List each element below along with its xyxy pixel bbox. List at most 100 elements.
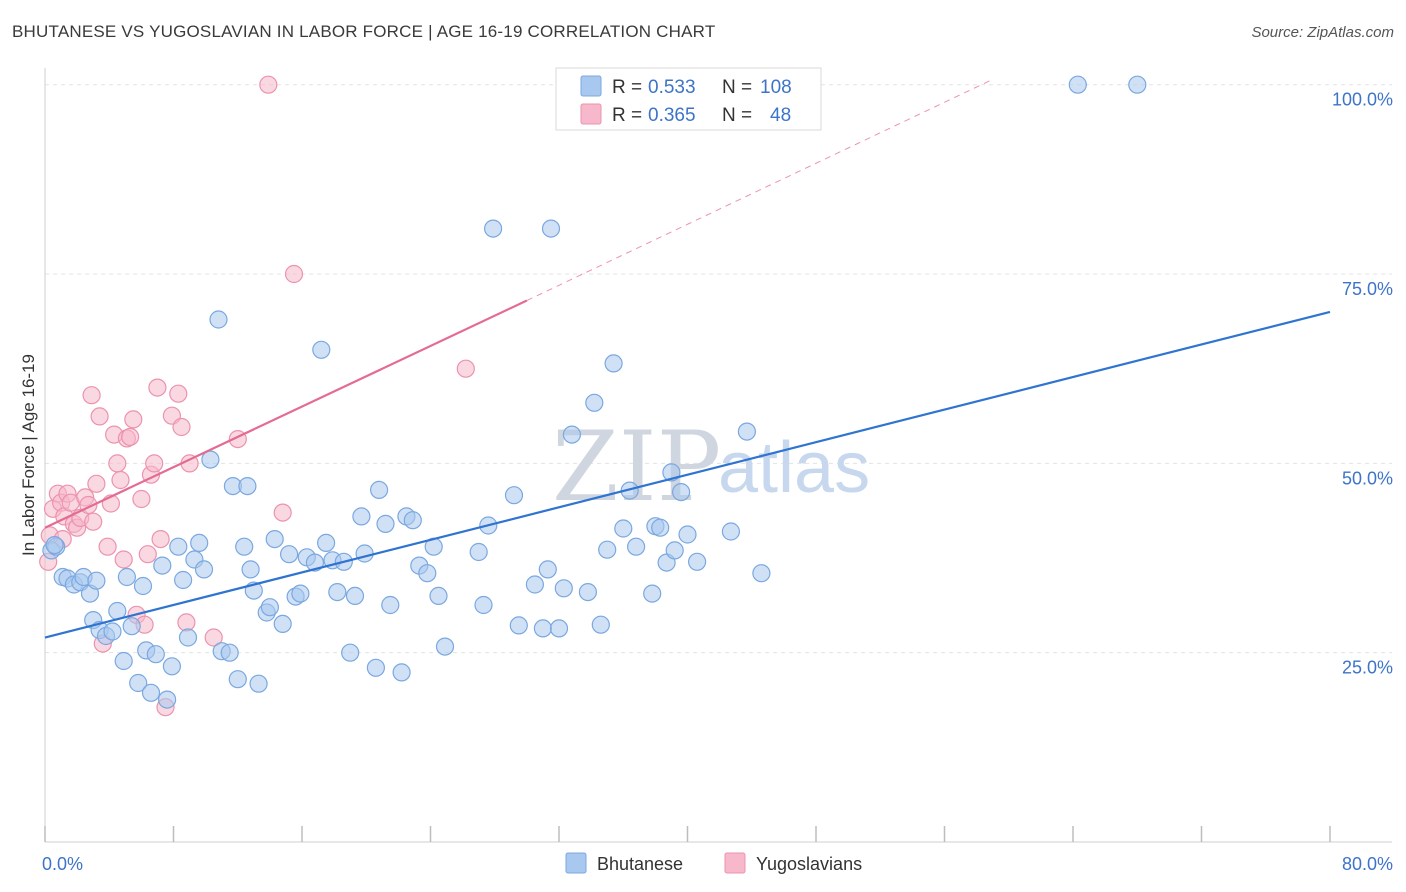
- point-bhutanese-43: [273, 614, 292, 634]
- watermark-atlas: atlas: [718, 428, 870, 508]
- point-bhutanese-96: [665, 541, 684, 560]
- point-yugoslavians-21: [114, 550, 133, 569]
- tick-labels: 25.0% 50.0% 75.0% 100.0% 0.0% 80.0%: [42, 90, 1393, 874]
- point-bhutanese-35: [228, 670, 247, 689]
- point-bhutanese-57: [355, 544, 374, 563]
- point-bhutanese-79: [541, 219, 561, 238]
- point-bhutanese-81: [554, 579, 573, 598]
- point-bhutanese-14: [117, 567, 137, 587]
- point-yugoslavians-37: [177, 613, 196, 632]
- point-bhutanese-58: [366, 658, 385, 677]
- point-bhutanese-73: [484, 219, 503, 238]
- point-bhutanese-49: [312, 340, 331, 359]
- point-bhutanese-17: [133, 576, 153, 596]
- point-bhutanese-42: [265, 529, 284, 549]
- point-bhutanese-82: [562, 425, 582, 444]
- point-yugoslavians-31: [148, 378, 167, 397]
- point-bhutanese-59: [370, 480, 389, 499]
- trendline-yugoslavians: [44, 299, 528, 529]
- point-bhutanese-15: [122, 617, 141, 636]
- point-bhutanese-99: [687, 552, 707, 571]
- trendline-yugoslavians-extension: [526, 80, 990, 301]
- point-bhutanese-29: [194, 560, 214, 579]
- point-bhutanese-24: [169, 537, 188, 556]
- x-tick-label-0: 0.0%: [42, 854, 83, 874]
- legend-n-value-yugoslavians: 48: [770, 105, 791, 126]
- point-bhutanese-28: [190, 533, 209, 553]
- point-yugoslavians-43: [259, 75, 278, 94]
- point-bhutanese-69: [435, 637, 455, 656]
- y-tick-label-25: 25.0%: [1342, 658, 1393, 678]
- axis-layer: [44, 68, 1392, 843]
- point-bhutanese-56: [352, 507, 371, 526]
- legend-swatch-bhutanese: [580, 75, 602, 97]
- point-bhutanese-80: [549, 619, 569, 638]
- point-bhutanese-93: [651, 518, 670, 537]
- legend-n-value-bhutanese: 108: [760, 77, 792, 98]
- point-bhutanese-54: [341, 643, 360, 662]
- chart-title: BHUTANESE VS YUGOSLAVIAN IN LABOR FORCE …: [12, 22, 716, 41]
- point-bhutanese-55: [345, 586, 365, 606]
- watermark-zip: ZIP: [552, 411, 721, 523]
- point-bhutanese-20: [146, 645, 165, 664]
- point-yugoslavians-14: [90, 407, 109, 426]
- point-bhutanese-23: [162, 657, 181, 676]
- point-bhutanese-87: [604, 354, 623, 373]
- y-tick-label-75: 75.0%: [1342, 279, 1393, 299]
- point-bhutanese-100: [721, 522, 741, 541]
- point-yugoslavians-45: [82, 386, 101, 405]
- point-bhutanese-102: [752, 564, 771, 583]
- legend-r-value-yugoslavians: 0.365: [648, 105, 696, 126]
- series-label-yugoslavians: Yugoslavians: [756, 854, 862, 874]
- source-credit: Source: ZipAtlas.com: [1251, 24, 1394, 41]
- point-bhutanese-91: [643, 584, 662, 603]
- x-tick-label-80: 80.0%: [1342, 854, 1393, 874]
- trend-layer: [44, 80, 1331, 639]
- point-bhutanese-11: [103, 622, 122, 641]
- point-bhutanese-61: [381, 595, 400, 615]
- point-yugoslavians-32: [151, 529, 170, 549]
- point-bhutanese-25: [174, 570, 193, 590]
- point-yugoslavians-35: [169, 384, 188, 403]
- point-bhutanese-104: [1128, 75, 1147, 94]
- point-bhutanese-26: [178, 628, 198, 647]
- legend-n-label-bhutanese: N =: [722, 77, 752, 98]
- point-yugoslavians-44: [456, 359, 475, 378]
- point-bhutanese-71: [474, 595, 493, 615]
- point-yugoslavians-19: [108, 454, 127, 473]
- point-bhutanese-62: [392, 663, 411, 682]
- point-bhutanese-85: [591, 615, 610, 634]
- point-bhutanese-19: [141, 683, 161, 702]
- point-yugoslavians-26: [132, 489, 151, 509]
- point-bhutanese-76: [525, 575, 545, 594]
- point-yugoslavians-13: [87, 474, 106, 493]
- point-bhutanese-48: [305, 553, 324, 572]
- point-bhutanese-84: [585, 393, 604, 412]
- point-bhutanese-64: [403, 511, 422, 530]
- point-yugoslavians-24: [124, 410, 143, 429]
- point-bhutanese-74: [504, 486, 524, 505]
- y-axis-label: In Labor Force | Age 16-19: [19, 354, 38, 556]
- point-bhutanese-33: [220, 643, 239, 662]
- point-bhutanese-77: [533, 619, 553, 638]
- point-bhutanese-66: [418, 564, 437, 583]
- y-tick-label-50: 50.0%: [1342, 468, 1393, 488]
- point-bhutanese-22: [158, 690, 177, 709]
- point-yugoslavians-16: [98, 537, 117, 556]
- point-bhutanese-88: [614, 519, 633, 538]
- point-yugoslavians-41: [273, 503, 292, 522]
- point-bhutanese-44: [280, 545, 299, 564]
- point-yugoslavians-23: [121, 427, 140, 446]
- point-bhutanese-13: [114, 651, 133, 671]
- legend-r-label-bhutanese: R =: [612, 77, 642, 98]
- point-bhutanese-30: [201, 450, 220, 469]
- point-yugoslavians-39: [204, 628, 223, 647]
- point-bhutanese-37: [241, 560, 260, 579]
- legend-swatch-yugoslavians: [580, 103, 602, 125]
- series-swatch-yugoslavians: [724, 852, 746, 874]
- point-yugoslavians-36: [172, 417, 191, 437]
- point-bhutanese-86: [598, 540, 617, 559]
- trendline-bhutanese: [44, 310, 1331, 639]
- point-bhutanese-107: [238, 477, 257, 496]
